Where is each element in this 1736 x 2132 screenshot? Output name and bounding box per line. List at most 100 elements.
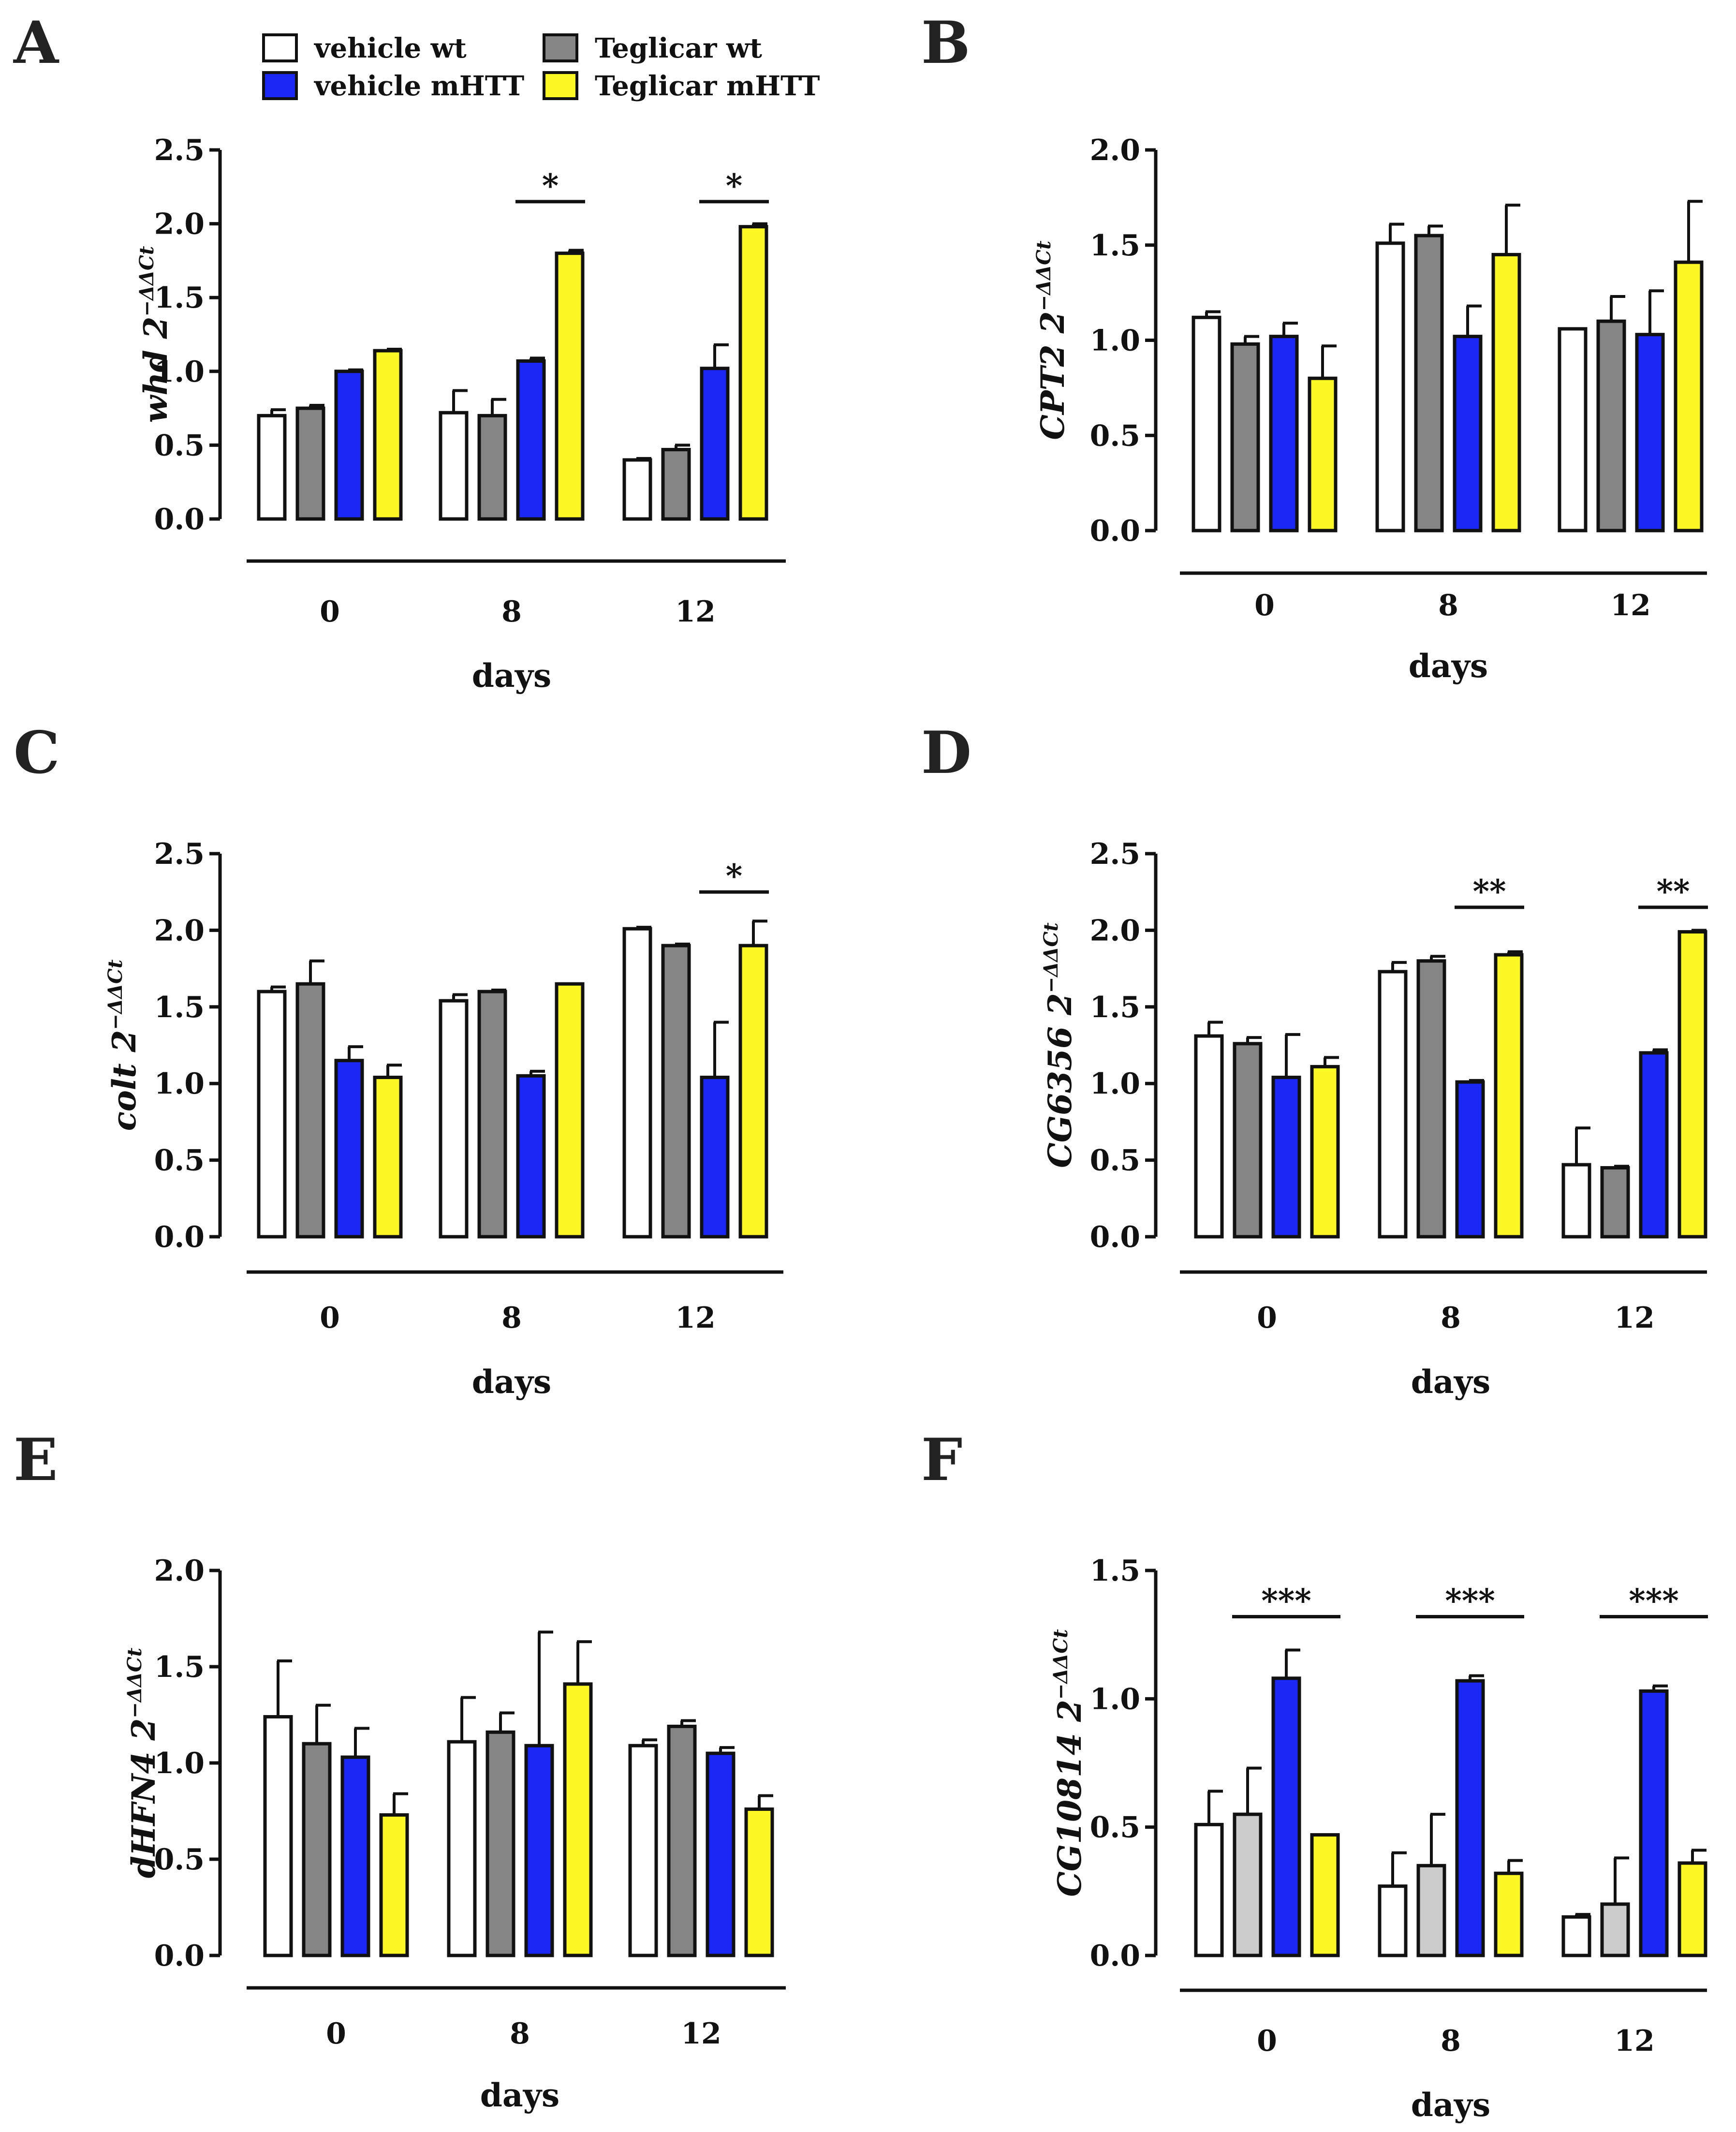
panel-letter: D xyxy=(921,719,971,787)
legend-label: vehicle wt xyxy=(313,32,467,64)
x-tick-label: 8 xyxy=(1438,589,1458,622)
y-axis-exponent: −ΔΔCt xyxy=(1049,1629,1072,1700)
y-tick-label: 0.5 xyxy=(1090,1811,1140,1845)
y-tick-label: 2.5 xyxy=(154,837,205,871)
y-axis-title: CG10814 2−ΔΔCt xyxy=(1049,1629,1089,1897)
y-axis-gene: CG10814 xyxy=(1051,1733,1089,1897)
y-tick-label: 0.0 xyxy=(1090,514,1140,548)
x-tick-label: 12 xyxy=(675,1301,716,1335)
bar xyxy=(373,1076,403,1239)
bar xyxy=(1271,1076,1301,1239)
chart-panel-f: F 0.0 0.5 1.0 1.5 0 8 12 *** *** *** days CG10814 2−… xyxy=(921,1426,1708,2124)
bar xyxy=(661,448,691,521)
legend-swatch xyxy=(262,33,298,62)
bar xyxy=(1453,335,1483,533)
bar xyxy=(555,252,585,521)
y-tick-label: 0.5 xyxy=(154,1144,205,1178)
bar xyxy=(302,1742,332,1957)
y-tick-label: 0.5 xyxy=(154,1843,205,1877)
y-axis-gene: CG6356 xyxy=(1041,1026,1079,1168)
bar xyxy=(447,1740,477,1957)
legend-label: Teglicar mHTT xyxy=(595,70,820,102)
bar xyxy=(439,999,469,1239)
significance-label: * xyxy=(542,167,559,205)
y-axis-title: CG6356 2−ΔΔCt xyxy=(1040,922,1079,1168)
legend-label: vehicle mHTT xyxy=(313,70,524,102)
legend-swatch xyxy=(543,33,578,62)
bar xyxy=(1677,930,1707,1239)
y-axis-title: dHFN4 2−ΔΔCt xyxy=(123,1647,162,1878)
x-tick-label: 12 xyxy=(1614,1301,1655,1335)
chart-panel-b: B 0.0 0.5 1.0 1.5 2.0 0 8 12 days CPT2 2−ΔΔCt xyxy=(921,9,1707,685)
y-axis-gene: colt xyxy=(105,1064,143,1131)
x-tick-label: 0 xyxy=(326,2017,346,2051)
y-axis-title: colt 2−ΔΔCt xyxy=(104,959,143,1131)
y-tick-label: 1.0 xyxy=(1090,324,1140,358)
y-tick-label: 2.5 xyxy=(154,133,205,167)
bar xyxy=(628,1744,658,1957)
panel-letter: A xyxy=(13,9,59,77)
y-axis-exponent: −ΔΔCt xyxy=(123,1647,146,1718)
y-axis-title: whd 2−ΔΔCt xyxy=(135,246,175,423)
x-axis-title: days xyxy=(1411,1363,1490,1401)
bar xyxy=(295,982,325,1239)
y-tick-label: 2.0 xyxy=(1090,914,1140,948)
bar xyxy=(295,406,325,521)
bar xyxy=(1455,1080,1485,1239)
y-tick-label: 0.0 xyxy=(1090,1220,1140,1254)
y-tick-label: 1.5 xyxy=(154,991,205,1024)
bar xyxy=(1416,1864,1446,1957)
bar xyxy=(1494,953,1524,1239)
bar xyxy=(661,944,691,1239)
y-tick-label: 0.5 xyxy=(1090,419,1140,453)
y-tick-label: 0.0 xyxy=(154,1939,205,1973)
bar xyxy=(340,1755,370,1957)
bar xyxy=(1494,1871,1524,1957)
y-tick-label: 0.0 xyxy=(154,503,205,536)
y-tick-label: 1.5 xyxy=(154,281,205,315)
significance-label: ** xyxy=(1656,873,1690,910)
bar xyxy=(1674,260,1704,533)
x-tick-label: 12 xyxy=(1614,2024,1655,2058)
y-tick-label: 1.5 xyxy=(1090,229,1140,263)
panel-letter: F xyxy=(921,1426,962,1494)
y-tick-label: 1.0 xyxy=(1090,1067,1140,1101)
bar xyxy=(1271,1676,1301,1957)
x-tick-label: 8 xyxy=(1441,2024,1461,2058)
x-tick-label: 8 xyxy=(501,595,522,629)
bar xyxy=(373,349,403,521)
bar xyxy=(334,370,364,521)
legend: vehicle wt vehicle mHTT Teglicar wt Teglica… xyxy=(262,32,820,102)
bar xyxy=(622,458,652,521)
legend-label: Teglicar wt xyxy=(595,32,762,64)
bar xyxy=(738,225,768,521)
bar xyxy=(1233,1042,1263,1239)
y-axis-gene: dHFN4 xyxy=(125,1752,162,1879)
panel-letter: C xyxy=(14,719,60,787)
x-axis-title: days xyxy=(1409,647,1488,685)
y-axis-base: 2 xyxy=(1041,993,1079,1026)
y-tick-label: 1.5 xyxy=(1090,991,1140,1024)
bar xyxy=(1414,234,1444,533)
bar xyxy=(1308,376,1338,533)
bar xyxy=(1269,335,1299,533)
bar xyxy=(257,414,287,521)
bar xyxy=(744,1807,774,1957)
bar xyxy=(485,1730,515,1957)
x-tick-label: 8 xyxy=(501,1301,522,1335)
bar xyxy=(1639,1051,1669,1239)
y-tick-label: 1.0 xyxy=(154,1747,205,1780)
y-tick-label: 2.0 xyxy=(1090,133,1140,167)
panel-letter: E xyxy=(14,1426,58,1494)
x-tick-label: 0 xyxy=(320,1301,340,1335)
y-axis-base: 2 xyxy=(1034,311,1072,344)
panel-letter: B xyxy=(921,9,970,77)
bar xyxy=(1194,1822,1224,1957)
bar xyxy=(1600,1902,1630,1957)
x-tick-label: 0 xyxy=(1257,2024,1277,2058)
y-tick-label: 1.0 xyxy=(154,1067,205,1101)
bar xyxy=(1310,1065,1340,1239)
bar xyxy=(1233,1812,1263,1957)
bar xyxy=(1416,959,1446,1239)
